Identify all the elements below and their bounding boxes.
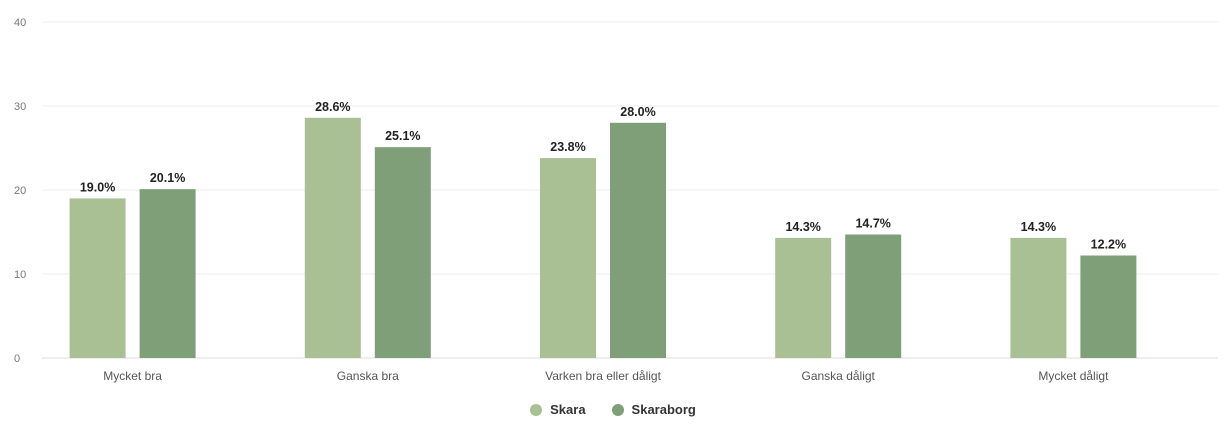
bar-chart: 0 10 20 30 40 19.0% 20.1% 28.6% 25.1% 23.8% 28.0%… xyxy=(14,17,1218,383)
data-label: 25.1% xyxy=(385,129,420,143)
bar-skaraborg-2[interactable] xyxy=(374,147,431,358)
data-label: 12.2% xyxy=(1091,238,1126,252)
bar-skara-5[interactable] xyxy=(1010,237,1067,358)
y-axis-ticks: 0 10 20 30 40 xyxy=(14,17,26,365)
data-label: 28.6% xyxy=(315,100,350,114)
x-axis-ticks: Mycket bra Ganska bra Varken bra eller dål… xyxy=(103,369,1109,383)
data-label: 14.3% xyxy=(1021,220,1056,234)
y-tick-label: 20 xyxy=(14,185,26,197)
x-tick-label: Ganska dåligt xyxy=(802,369,876,383)
data-labels: 19.0% 20.1% 28.6% 25.1% 23.8% 28.0% 14.3% 14.7%… xyxy=(80,100,1126,252)
bar-skaraborg-4[interactable] xyxy=(845,234,902,358)
x-tick-label: Ganska bra xyxy=(337,369,399,383)
legend-item-skara[interactable]: Skara xyxy=(530,402,586,417)
data-label: 23.8% xyxy=(550,140,585,154)
x-tick-label: Mycket dåligt xyxy=(1038,369,1109,383)
bar-skara-1[interactable] xyxy=(69,198,126,358)
legend-label-skara: Skara xyxy=(550,402,586,417)
bar-skara-3[interactable] xyxy=(540,158,596,358)
bar-skara-4[interactable] xyxy=(775,237,832,358)
data-label: 20.1% xyxy=(150,171,185,185)
data-label: 28.0% xyxy=(620,105,655,119)
x-tick-label: Mycket bra xyxy=(103,369,162,383)
legend-item-skaraborg[interactable]: Skaraborg xyxy=(611,402,696,417)
y-tick-label: 30 xyxy=(14,101,26,113)
legend-swatch-skaraborg xyxy=(611,403,624,416)
data-label: 14.7% xyxy=(855,217,890,231)
bar-skara-2[interactable] xyxy=(304,117,361,358)
y-tick-label: 40 xyxy=(14,17,26,29)
legend: Skara Skaraborg xyxy=(0,402,1226,417)
bar-skaraborg-5[interactable] xyxy=(1080,255,1137,358)
data-label: 19.0% xyxy=(80,180,115,194)
y-tick-label: 0 xyxy=(14,353,20,365)
bars xyxy=(69,117,1137,358)
bar-skaraborg-1[interactable] xyxy=(139,189,196,358)
y-tick-label: 10 xyxy=(14,269,26,281)
bar-skaraborg-3[interactable] xyxy=(610,122,666,358)
data-label: 14.3% xyxy=(785,220,820,234)
legend-swatch-skara xyxy=(530,403,543,416)
legend-label-skaraborg: Skaraborg xyxy=(631,402,696,417)
x-tick-label: Varken bra eller dåligt xyxy=(545,369,662,383)
